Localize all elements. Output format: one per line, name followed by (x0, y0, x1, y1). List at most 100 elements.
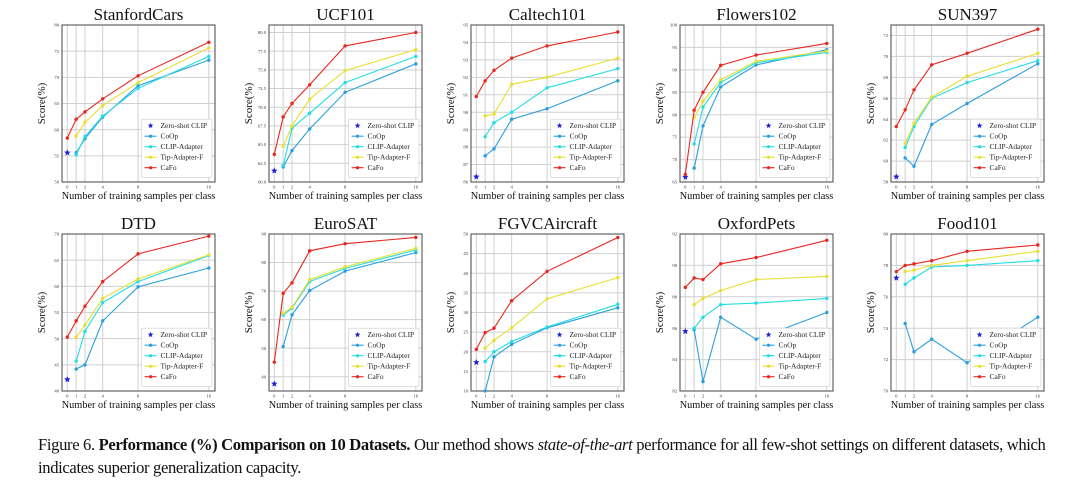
series-tip-adapter-f-point (912, 121, 916, 126)
series-cafo-point (74, 319, 78, 323)
legend-label: CaFo (368, 163, 384, 172)
series-cafo-point (343, 242, 347, 246)
y-tick-label: 78 (883, 263, 888, 268)
series-tip-adapter-f-point (74, 134, 78, 138)
x-tick-label: 1 (693, 185, 696, 190)
plot-frame (890, 233, 1045, 392)
chart-sun397: 58 60 62 64 66 68 70 72 0 1 2 4 8 16 SUN397 Number of t… (865, 5, 1045, 202)
y-tick-label: 65 (54, 101, 59, 106)
series-cafo-point (74, 117, 78, 121)
x-tick-label: 4 (720, 394, 723, 399)
series-cafo-point (136, 252, 140, 256)
x-tick-label: 1 (282, 185, 285, 190)
legend-item: CLIP-Adapter (144, 142, 203, 151)
legend-label: CLIP-Adapter (779, 351, 822, 360)
y-tick-label: 35 (463, 290, 468, 295)
series-tip-adapter-f-point (903, 269, 907, 274)
x-tick-label: 16 (207, 394, 212, 399)
plot-frame (890, 24, 1045, 183)
series-cafo-point (483, 330, 487, 335)
series-cafo-point (272, 152, 277, 157)
series-cafo-point (894, 124, 899, 129)
series-cafo-point (272, 360, 277, 364)
chart-oxfordpets: 82 84 86 88 90 92 0 1 2 4 8 16 OxfordPets Number of t… (654, 214, 834, 411)
legend-star-icon (976, 331, 983, 338)
series-cafo-point (474, 347, 479, 352)
legend-item: CaFo (973, 163, 1006, 172)
series-cafo-point (1036, 243, 1040, 247)
x-tick-label: 0 (475, 394, 478, 399)
x-axis-label: Number of training samples per class (269, 400, 423, 411)
y-tick-label: 72 (883, 357, 888, 362)
series-tip-adapter-f-point (701, 296, 705, 301)
y-axis-label: Score(%) (243, 291, 255, 333)
x-tick-label: 16 (1036, 394, 1041, 399)
legend-item: CLIP-Adapter (973, 351, 1032, 360)
legend-label: Zero-shot CLIP (570, 330, 617, 339)
y-tick-label: 50 (261, 346, 266, 351)
y-tick-label: 72.5 (258, 86, 267, 91)
legend-label: Zero-shot CLIP (161, 121, 208, 130)
series-cafo-point (474, 94, 479, 99)
series-cafo-line (273, 31, 416, 155)
legend-item: Tip-Adapter-F (973, 153, 1033, 162)
series-cafo-point (483, 79, 487, 83)
series-coop-point (1036, 315, 1040, 319)
series-zero-shot-clip-point (682, 173, 689, 180)
series-coop-point (492, 147, 496, 151)
series-cafo-point (825, 238, 829, 242)
series-tip-adapter-f-point (509, 82, 514, 87)
x-tick-label: 2 (913, 185, 916, 190)
chart-fgvcaircraft: 10 15 20 25 30 35 40 45 50 0 1 2 4 8 16 FGVCAircraft Num… (445, 214, 625, 411)
legend-item: CaFo (762, 372, 795, 381)
chart-title: DTD (121, 214, 156, 233)
legend-label: CoOp (570, 341, 588, 350)
series-clip-adapter-point (754, 301, 758, 305)
x-tick-label: 1 (75, 185, 78, 190)
series-tip-adapter-f-point (83, 323, 87, 327)
legend-label: CLIP-Adapter (990, 142, 1033, 151)
chart-title: EuroSAT (314, 214, 378, 233)
legend-marker-icon (355, 145, 360, 149)
x-tick-label: 4 (931, 185, 934, 190)
series-layer (271, 30, 418, 174)
series-tip-adapter-f-point (1036, 249, 1040, 253)
y-axis-label: Score(%) (36, 291, 48, 333)
legend-item: CoOp (351, 341, 386, 350)
legend-label: Zero-shot CLIP (990, 121, 1037, 130)
legend-label: Zero-shot CLIP (570, 121, 617, 130)
legend-label: Zero-shot CLIP (779, 330, 826, 339)
legend-marker-icon (557, 155, 562, 159)
series-layer (473, 30, 620, 180)
legend-label: CoOp (570, 132, 588, 141)
series-coop-point (692, 166, 696, 170)
legend-item: Zero-shot CLIP (976, 121, 1037, 130)
legend-item: Zero-shot CLIP (765, 121, 825, 130)
y-tick-label: 60 (54, 127, 59, 132)
legend-label: CoOp (161, 132, 179, 141)
x-tick-label: 8 (344, 185, 347, 190)
series-clip-adapter-point (83, 134, 87, 139)
x-tick-label: 8 (966, 185, 969, 190)
plot-frame (679, 24, 834, 183)
series-coop-point (1036, 62, 1040, 66)
series-coop-point (307, 127, 312, 131)
y-axis-label: Score(%) (865, 291, 877, 333)
legend-label: Tip-Adapter-F (990, 153, 1033, 162)
legend-item: CaFo (553, 163, 586, 172)
series-cafo-point (83, 110, 87, 114)
legend-marker-icon (557, 166, 562, 170)
series-coop-point (343, 269, 347, 273)
x-tick-label: 2 (913, 394, 916, 399)
series-cafo-point (281, 291, 285, 296)
series-coop-point (290, 313, 294, 317)
y-tick-label: 70 (54, 232, 59, 237)
series-tip-adapter-f-point (718, 78, 723, 82)
legend-label: CaFo (161, 372, 177, 381)
x-tick-label: 2 (291, 185, 294, 190)
